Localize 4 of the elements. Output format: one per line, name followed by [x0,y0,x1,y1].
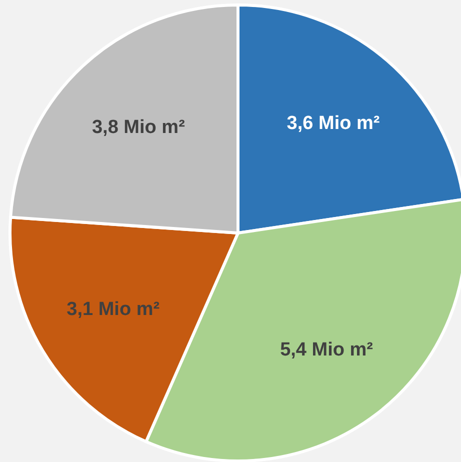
data-label: 5,4 Mio m² [280,340,373,361]
data-label: 3,1 Mio m² [66,299,160,320]
data-label: 3,6 Mio m² [286,113,380,134]
data-label: 3,8 Mio m² [92,116,185,138]
